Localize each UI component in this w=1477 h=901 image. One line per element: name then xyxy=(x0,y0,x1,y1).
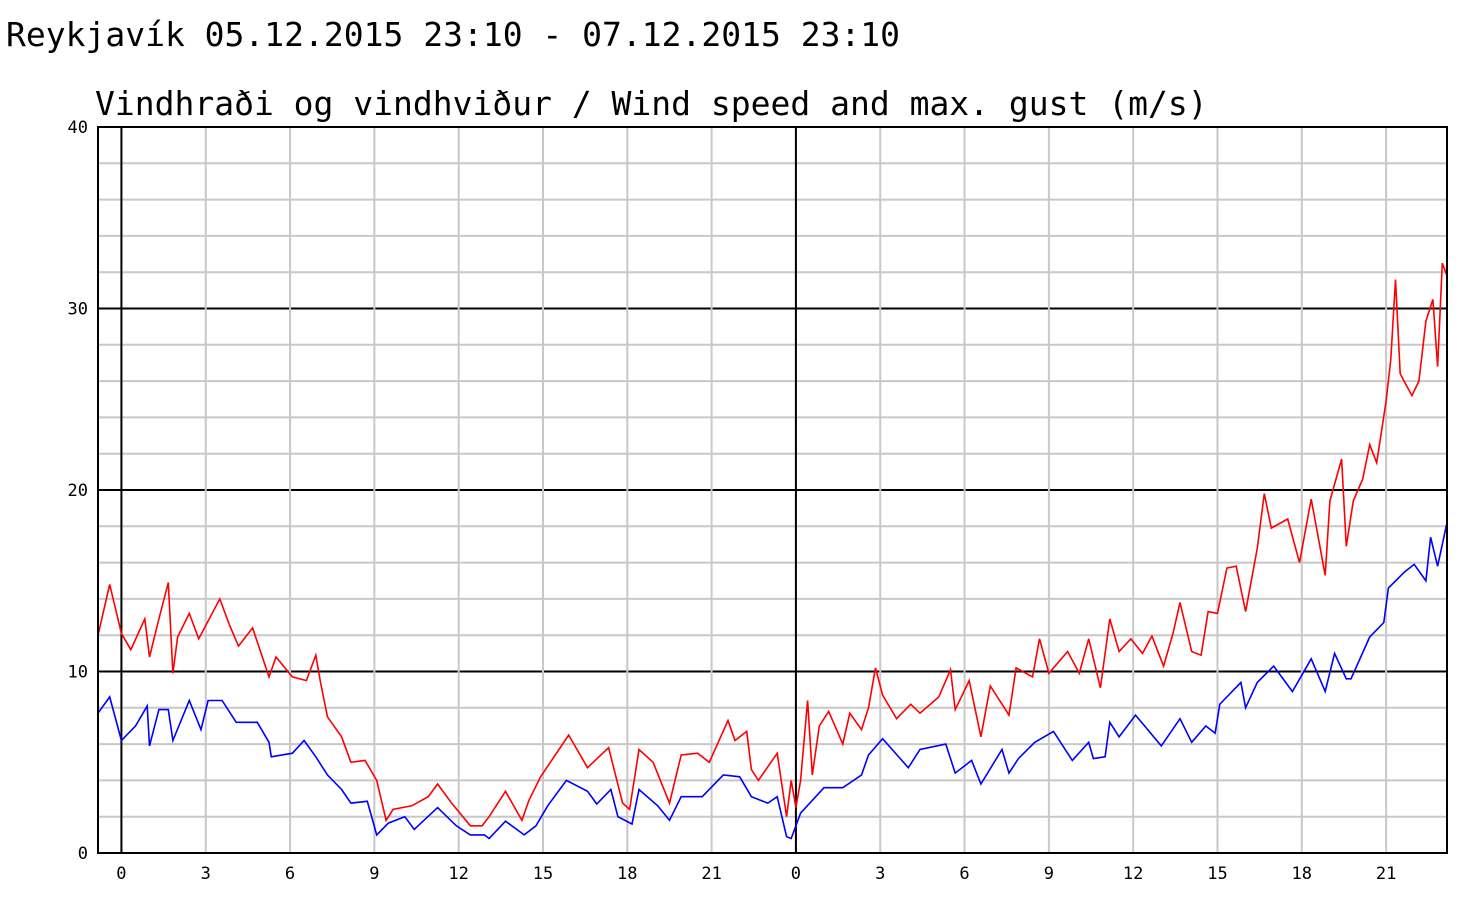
speed-series-line xyxy=(97,522,1448,840)
x-tick-label: 15 xyxy=(533,864,553,884)
x-tick-label: 18 xyxy=(617,864,637,884)
x-tick-label: 6 xyxy=(959,864,969,884)
x-tick-label: 3 xyxy=(875,864,885,884)
x-tick-label: 12 xyxy=(448,864,468,884)
x-tick-label: 0 xyxy=(116,864,126,884)
x-tick-label: 15 xyxy=(1207,864,1227,884)
x-tick-label: 21 xyxy=(701,864,721,884)
y-tick-label: 20 xyxy=(68,481,88,501)
page-title: Reykjavík 05.12.2015 23:10 - 07.12.2015 … xyxy=(6,15,900,54)
gust-series-line xyxy=(97,262,1448,827)
x-tick-label: 0 xyxy=(791,864,801,884)
x-tick-label: 3 xyxy=(201,864,211,884)
x-axis: 0 3 6 9 12 15 18 21 0 3 6 9 12 15 18 21 xyxy=(116,864,1396,884)
x-tick-label: 9 xyxy=(369,864,379,884)
series-group xyxy=(97,262,1448,840)
chart-title: Vindhraði og vindhviður / Wind speed and… xyxy=(95,84,1208,123)
x-tick-label: 9 xyxy=(1044,864,1054,884)
x-tick-label: 18 xyxy=(1292,864,1312,884)
plot-frame xyxy=(97,126,1448,854)
y-axis: 0 10 20 30 40 xyxy=(68,118,88,864)
grid xyxy=(98,127,1447,853)
y-tick-label: 10 xyxy=(68,663,88,683)
x-tick-label: 6 xyxy=(285,864,295,884)
x-tick-label: 12 xyxy=(1123,864,1143,884)
y-tick-label: 40 xyxy=(68,118,88,138)
y-tick-label: 0 xyxy=(78,844,88,864)
y-tick-label: 30 xyxy=(68,300,88,320)
x-tick-label: 21 xyxy=(1376,864,1396,884)
